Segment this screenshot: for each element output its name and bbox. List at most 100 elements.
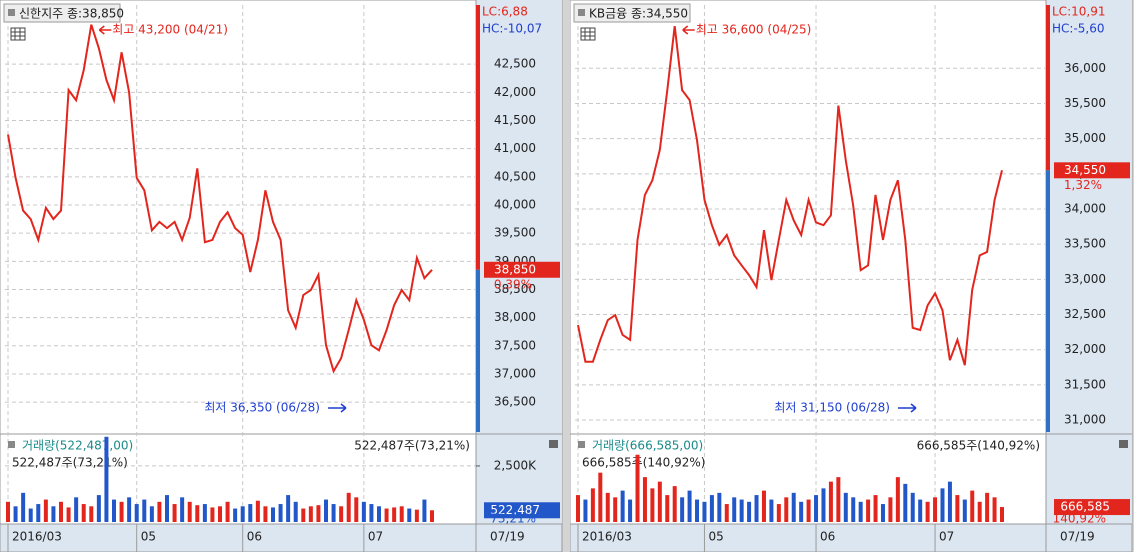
volume-bar <box>43 499 48 522</box>
volume-bar <box>172 504 177 522</box>
high-annotation: 최고 36,600 (04/25) <box>696 23 812 37</box>
y-tick-label: 38,000 <box>494 310 536 324</box>
volume-bar <box>339 506 344 522</box>
volume-bar <box>271 507 275 522</box>
volume-bar <box>590 488 595 522</box>
grid-icon-lines <box>11 28 25 40</box>
y-tick-label: 40,000 <box>494 197 536 211</box>
volume-bar <box>187 501 192 522</box>
volume-bar <box>776 504 781 522</box>
volume-bar <box>657 481 662 522</box>
arrow-icon <box>328 403 347 413</box>
volume-bar <box>324 499 328 522</box>
volume-bar <box>947 481 952 522</box>
volume-bar <box>784 497 789 522</box>
current-price: 34,550 <box>1064 163 1106 177</box>
volume-summary: 522,487주(73,21%) <box>12 456 128 470</box>
volume-bar <box>598 472 603 522</box>
volume-bar <box>933 497 938 522</box>
y-tick-label: 32,000 <box>1064 342 1106 356</box>
volume-bar <box>407 508 412 522</box>
volume-bar <box>642 477 647 522</box>
volume-bar <box>717 492 722 522</box>
volume-bar <box>255 500 260 522</box>
x-tick-label: 2016/03 <box>12 530 62 544</box>
volume-bar <box>36 504 41 522</box>
volume-bar <box>709 495 714 522</box>
x-tick-label: 07 <box>939 530 954 544</box>
volume-bar <box>218 506 222 522</box>
volume-bar <box>747 501 752 522</box>
volume-bar <box>180 497 185 522</box>
volume-current: 522,487 <box>490 503 540 517</box>
y-tick-label: 37,000 <box>494 366 536 380</box>
volume-bar <box>799 501 804 522</box>
y-tick-label: 35,000 <box>1064 131 1106 145</box>
x-tick-label: 05 <box>141 530 156 544</box>
volume-bar <box>828 481 833 522</box>
volume-bar <box>422 499 427 522</box>
volume-change: 140,92% <box>1053 512 1106 526</box>
low-annotation: 최저 31,150 (06/28) <box>774 401 890 415</box>
date-axis-strip <box>570 523 1133 552</box>
volume-bar <box>392 507 397 522</box>
level-bar-down <box>476 269 480 432</box>
volume-bar <box>650 488 655 522</box>
volume-bar <box>377 506 381 522</box>
volume-bar <box>13 506 18 522</box>
y-tick-label: 41,000 <box>494 141 536 155</box>
y-tick-label: 37,500 <box>494 338 536 352</box>
volume-summary: 522,487주(73,21%) <box>354 439 470 453</box>
volume-bar <box>278 504 283 522</box>
volume-bar <box>628 499 633 522</box>
volume-bar <box>843 492 848 522</box>
stock-chart-panel: 31,000 31,500 32,000 32,500 33,000 33,500 34,0… <box>570 0 1133 552</box>
icon <box>578 9 585 16</box>
volume-tick-label: 2,500K <box>494 458 537 472</box>
level-bar-up <box>1046 5 1050 171</box>
volume-bar <box>687 490 692 522</box>
y-tick-label: 36,500 <box>494 395 536 409</box>
volume-bar <box>769 499 774 522</box>
volume-bar <box>940 488 945 522</box>
volume-bar <box>6 501 10 522</box>
volume-title: 거래량(666,585,00) <box>592 439 703 453</box>
volume-bar <box>962 499 967 522</box>
volume-bar <box>866 499 871 522</box>
volume-bar <box>142 499 147 522</box>
volume-current-box <box>484 502 560 519</box>
volume-bar <box>702 501 707 522</box>
volume-bar <box>724 504 729 522</box>
lc-label: LC:10,91 <box>1052 5 1105 19</box>
volume-bar <box>210 507 215 522</box>
level-bar-down <box>1046 170 1050 432</box>
icon <box>8 9 15 16</box>
y-tick-label: 38,500 <box>494 282 536 296</box>
title: 신한지주 종:38,850 <box>19 7 124 21</box>
y-tick-label: 42,500 <box>494 57 536 71</box>
volume-bar <box>732 497 737 522</box>
current-price: 38,850 <box>494 262 536 276</box>
volume-bar <box>851 497 856 522</box>
volume-bar <box>96 495 101 522</box>
volume-bar <box>119 501 124 522</box>
volume-bar <box>316 505 321 522</box>
current-price-box <box>1054 162 1130 179</box>
current-price-box <box>484 261 560 278</box>
volume-bar <box>59 501 63 522</box>
grid-icon[interactable] <box>580 27 596 41</box>
volume-bar <box>384 508 389 522</box>
stock-chart-panel: 36,50037,00037,50038,00038,50039,00039,5… <box>0 0 563 552</box>
volume-bar <box>605 492 610 522</box>
close-button[interactable] <box>549 440 558 448</box>
panel-background <box>570 0 1133 552</box>
high-annotation: 최고 43,200 (04/21) <box>112 23 228 37</box>
volume-bar <box>576 495 580 522</box>
title-box <box>573 3 691 23</box>
close-button[interactable] <box>1119 440 1128 448</box>
volume-bar <box>665 495 670 522</box>
volume-bar <box>240 506 245 522</box>
volume-bar <box>157 501 162 522</box>
grid-icon[interactable] <box>10 27 26 41</box>
